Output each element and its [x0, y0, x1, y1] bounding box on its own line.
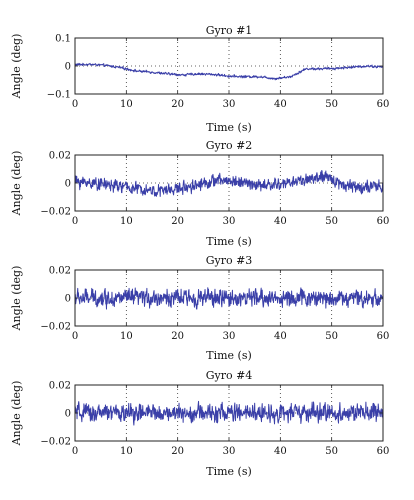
x-tick-label: 20 [171, 446, 184, 457]
x-tick-label: 30 [223, 99, 236, 110]
chart-title: Gyro #2 [206, 139, 253, 152]
x-tick-label: 20 [171, 331, 184, 342]
x-tick-label: 30 [223, 216, 236, 227]
y-axis-label: Angle (deg) [10, 151, 23, 217]
x-tick-label: 10 [120, 216, 133, 227]
x-tick-label: 50 [325, 99, 338, 110]
x-tick-label: 60 [377, 331, 390, 342]
x-tick-label: 0 [72, 99, 78, 110]
y-tick-label: 0.02 [49, 151, 71, 162]
y-tick-label: −0.02 [40, 437, 71, 448]
x-axis-label: Time (s) [206, 235, 252, 248]
panel-gyro-3: Gyro #3 Angle (deg) Time (s) 0 10 20 30 40 50… [10, 254, 389, 362]
x-tick-label: 30 [223, 331, 236, 342]
y-axis-label: Angle (deg) [10, 381, 23, 447]
y-axis-label: Angle (deg) [10, 34, 23, 100]
x-tick-label: 40 [274, 99, 287, 110]
x-tick-label: 40 [274, 331, 287, 342]
y-tick-label: −0.02 [40, 207, 71, 218]
x-tick-label: 30 [223, 446, 236, 457]
x-tick-label: 0 [72, 216, 78, 227]
x-tick-label: 50 [325, 331, 338, 342]
x-tick-label: 10 [120, 99, 133, 110]
x-tick-label: 0 [72, 331, 78, 342]
x-axis-label: Time (s) [206, 349, 252, 362]
chart-title: Gyro #3 [206, 254, 253, 267]
y-tick-label: 0.1 [55, 34, 71, 45]
y-axis-label: Angle (deg) [10, 266, 23, 332]
x-tick-label: 20 [171, 216, 184, 227]
y-tick-label: −0.02 [40, 322, 71, 333]
x-tick-label: 50 [325, 216, 338, 227]
series-line [74, 287, 384, 310]
x-tick-label: 20 [171, 99, 184, 110]
series-line [74, 400, 384, 426]
y-tick-label: 0 [65, 409, 71, 420]
x-axis-label: Time (s) [206, 121, 252, 134]
y-tick-label: 0 [65, 179, 71, 190]
panel-gyro-1: Gyro #1 Angle (deg) Time (s) 0 10 20 30 40 50… [10, 24, 389, 134]
y-tick-label: 0.02 [49, 381, 71, 392]
x-tick-label: 40 [274, 446, 287, 457]
y-tick-label: 0.02 [49, 266, 71, 277]
x-tick-label: 10 [120, 331, 133, 342]
x-tick-label: 0 [72, 446, 78, 457]
x-tick-label: 50 [325, 446, 338, 457]
panel-gyro-2: Gyro #2 Angle (deg) Time (s) 0 10 20 30 40 50… [10, 139, 389, 248]
x-tick-label: 60 [377, 446, 390, 457]
x-tick-label: 10 [120, 446, 133, 457]
chart-title: Gyro #1 [206, 24, 253, 37]
y-tick-label: −0.1 [47, 90, 71, 101]
series-line [74, 169, 384, 197]
x-tick-label: 60 [377, 99, 390, 110]
x-tick-label: 60 [377, 216, 390, 227]
series-line [74, 62, 384, 81]
x-axis-label: Time (s) [206, 465, 252, 478]
y-tick-label: 0 [65, 62, 71, 73]
panel-gyro-4: Gyro #4 Angle (deg) Time (s) 0 10 20 30 40 50… [10, 369, 389, 478]
x-tick-label: 40 [274, 216, 287, 227]
chart-title: Gyro #4 [206, 369, 253, 382]
y-tick-label: 0 [65, 294, 71, 305]
